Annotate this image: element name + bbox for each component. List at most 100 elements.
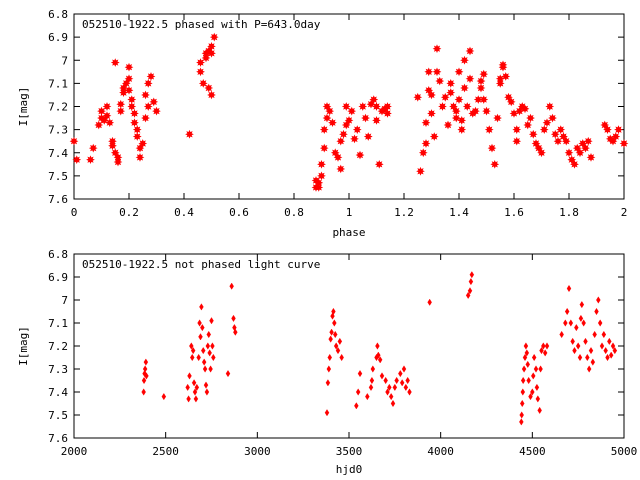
- data-point: [135, 153, 145, 162]
- data-point: [143, 102, 153, 111]
- data-point: [333, 153, 343, 162]
- data-point: [427, 109, 436, 118]
- data-point: [97, 106, 106, 116]
- y-tick-label: 7.5: [48, 409, 68, 422]
- data-point: [383, 376, 388, 385]
- data-point: [407, 388, 412, 396]
- data-point: [566, 284, 572, 293]
- data-point: [124, 85, 134, 95]
- data-point: [550, 129, 560, 139]
- data-point: [339, 353, 344, 362]
- data-point: [594, 307, 599, 316]
- data-point: [141, 376, 147, 385]
- data-point: [548, 113, 557, 123]
- y-tick-label: 7.1: [48, 317, 68, 330]
- data-point: [88, 143, 98, 153]
- data-point: [590, 358, 596, 366]
- data-point: [199, 303, 204, 311]
- data-point: [370, 365, 376, 373]
- data-point: [512, 125, 522, 134]
- data-point: [578, 139, 588, 148]
- data-point: [575, 148, 585, 158]
- data-point: [539, 347, 544, 355]
- data-point: [603, 347, 608, 355]
- data-point: [614, 125, 623, 134]
- data-point: [187, 372, 192, 380]
- data-point: [119, 88, 128, 97]
- data-point: [564, 148, 574, 158]
- data-point: [135, 143, 145, 153]
- data-point: [326, 365, 332, 373]
- data-point: [196, 67, 205, 77]
- data-point: [141, 90, 150, 100]
- data-point: [607, 337, 612, 345]
- y-tick-label: 7.2: [48, 340, 68, 353]
- data-point: [495, 79, 505, 88]
- data-point: [352, 125, 362, 134]
- data-point: [207, 349, 212, 357]
- data-point: [233, 328, 238, 336]
- y-axis-label: I[mag]: [17, 326, 30, 366]
- data-point: [113, 153, 123, 162]
- data-point: [399, 379, 405, 387]
- x-axis-label: phase: [332, 226, 365, 239]
- data-point: [336, 136, 346, 146]
- y-tick-label: 7.1: [48, 77, 68, 90]
- data-point: [568, 319, 574, 327]
- data-point: [102, 102, 112, 111]
- data-point: [197, 319, 202, 327]
- data-point: [143, 79, 153, 88]
- chart-title: 052510-1922.5 phased with P=643.0day: [82, 18, 321, 31]
- data-point: [544, 342, 550, 350]
- data-point: [314, 183, 324, 192]
- data-point: [539, 125, 549, 134]
- data-point: [572, 347, 577, 355]
- data-point: [105, 118, 115, 128]
- data-point: [443, 120, 453, 130]
- data-point: [471, 106, 480, 116]
- data-point: [372, 116, 381, 125]
- data-point: [596, 296, 601, 304]
- data-point: [469, 271, 475, 279]
- data-point: [418, 148, 428, 158]
- data-point: [574, 324, 579, 332]
- data-point: [421, 118, 431, 128]
- data-point: [201, 53, 211, 63]
- data-point: [372, 102, 381, 111]
- data-point: [526, 113, 535, 123]
- data-point: [572, 143, 582, 153]
- data-point: [333, 330, 338, 339]
- data-point: [564, 307, 570, 316]
- data-point: [376, 351, 381, 359]
- data-point: [567, 155, 577, 165]
- data-point: [449, 102, 458, 111]
- data-point: [537, 406, 542, 414]
- data-point: [561, 136, 571, 146]
- x-tick-label: 5000: [611, 445, 638, 458]
- data-point: [332, 319, 337, 327]
- data-point: [465, 291, 471, 299]
- data-point: [108, 136, 117, 146]
- data-point: [599, 342, 605, 350]
- data-point: [586, 365, 592, 373]
- data-point: [72, 155, 82, 165]
- x-tick-label: 1.6: [504, 206, 524, 219]
- data-point: [108, 141, 117, 151]
- y-tick-label: 7.6: [48, 193, 68, 206]
- data-point: [317, 159, 326, 169]
- data-point: [476, 76, 486, 86]
- data-point: [124, 74, 134, 84]
- data-point: [460, 83, 469, 93]
- data-point: [207, 90, 216, 100]
- y-tick-label: 7: [61, 54, 68, 67]
- data-point: [416, 166, 425, 176]
- data-point: [138, 139, 148, 148]
- data-point: [528, 129, 538, 139]
- data-point: [127, 95, 137, 104]
- data-point: [585, 353, 590, 362]
- data-point: [330, 148, 340, 158]
- data-point: [405, 376, 410, 385]
- data-point: [368, 383, 374, 391]
- data-point: [401, 365, 407, 373]
- data-point: [424, 85, 434, 95]
